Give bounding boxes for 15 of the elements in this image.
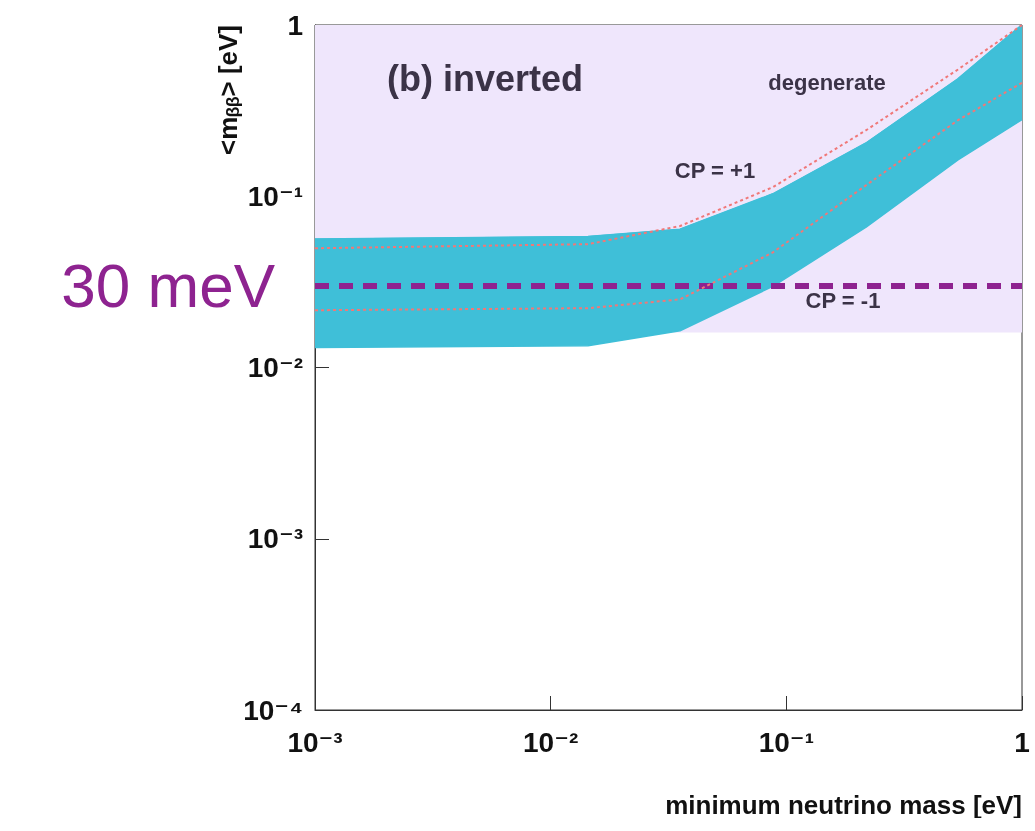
annotation: (b) inverted xyxy=(386,57,584,99)
y-tick-label: 10⁻³ xyxy=(247,523,303,555)
annotation: degenerate xyxy=(768,69,886,95)
y-axis-title: <mᵦᵦ> [eV] xyxy=(213,25,243,156)
x-tick-label: 10⁻² xyxy=(523,726,579,758)
annotation: CP = -1 xyxy=(805,287,881,313)
ref-line-label: 30 meV xyxy=(61,251,276,321)
y-tick-label: 10⁻² xyxy=(247,352,303,383)
y-tick-label: 10⁻¹ xyxy=(247,180,303,212)
y-tick-label: 1 xyxy=(287,9,303,41)
x-tick-label: 10⁻¹ xyxy=(758,726,814,758)
annotation: CP = +1 xyxy=(674,157,756,183)
x-tick-label: 10⁻³ xyxy=(287,726,343,758)
y-tick-label: 10⁻⁴ xyxy=(243,694,303,726)
x-tick-label: 1 xyxy=(1014,726,1030,758)
